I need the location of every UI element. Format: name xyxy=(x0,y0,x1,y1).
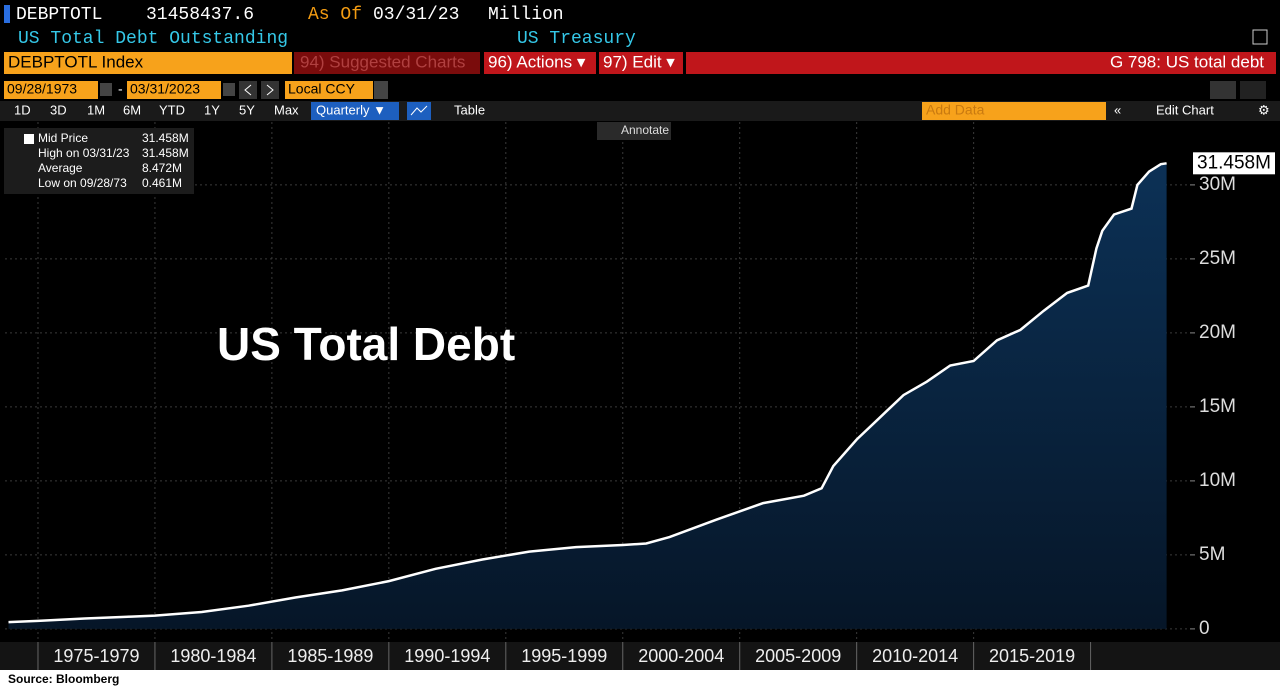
y-tick-label: 15M xyxy=(1199,396,1236,417)
annotate-button[interactable] xyxy=(597,122,671,140)
y-tick-label: 25M xyxy=(1199,248,1236,269)
last-value: 31458437.6 xyxy=(146,5,254,25)
footer-band xyxy=(0,670,1280,691)
y-tick-label: 30M xyxy=(1199,174,1236,195)
chart-type-button[interactable] xyxy=(407,102,431,120)
y-tick-label: 0 xyxy=(1199,618,1210,639)
legend-box xyxy=(4,128,194,194)
table-button[interactable]: Table xyxy=(454,102,485,117)
calendar-icon[interactable] xyxy=(223,83,235,96)
x-tick-label: 1980-1984 xyxy=(170,646,256,666)
period: Quarterly ▼ xyxy=(316,102,386,117)
chart-title: US Total Debt xyxy=(217,318,515,370)
as-of-date: 03/31/23 xyxy=(373,5,459,25)
range-button[interactable]: YTD xyxy=(159,102,185,117)
ticker: DEBPTOTL xyxy=(16,5,102,25)
legend-swatch xyxy=(24,134,34,144)
stat-value: 31.458M xyxy=(142,146,189,160)
description: US Total Debt Outstanding xyxy=(18,29,288,49)
stat-label: High on 03/31/23 xyxy=(38,146,130,160)
end-field[interactable] xyxy=(127,81,221,99)
x-tick-label: 2010-2014 xyxy=(872,646,958,666)
add-data: Add Data xyxy=(926,102,985,118)
footer: Source: Bloomberg xyxy=(8,672,119,686)
title-bar xyxy=(686,52,1276,74)
x-tick-label: 1995-1999 xyxy=(521,646,607,666)
edit: 97) Edit ▾ xyxy=(603,52,675,71)
range-button[interactable]: 6M xyxy=(123,102,141,117)
actions: 96) Actions ▾ xyxy=(488,52,586,71)
currency: Local CCY xyxy=(288,81,356,97)
source-name: US Treasury xyxy=(517,29,636,49)
end-date: 03/31/2023 xyxy=(130,81,200,97)
suggested: 94) Suggested Charts xyxy=(300,52,465,71)
line xyxy=(8,162,1167,624)
settings[interactable]: ⚙ xyxy=(1258,102,1270,117)
range-button[interactable]: Max xyxy=(274,102,299,117)
edit-chart[interactable]: Edit Chart xyxy=(1156,102,1214,117)
stat-value: 8.472M xyxy=(142,161,182,175)
stat-label: Mid Price xyxy=(38,131,88,145)
x-tick-label: 2000-2004 xyxy=(638,646,724,666)
unit: Million xyxy=(488,5,564,25)
x-tick-label: 1985-1989 xyxy=(287,646,373,666)
range-button[interactable]: 3D xyxy=(50,102,67,117)
prev-button[interactable] xyxy=(239,81,257,99)
stat-label: Average xyxy=(38,161,83,175)
redo[interactable] xyxy=(1240,81,1266,99)
edit-button[interactable] xyxy=(599,52,683,74)
range-button[interactable]: 5Y xyxy=(239,102,255,117)
security: DEBPTOTL Index xyxy=(8,52,144,71)
start-field[interactable] xyxy=(4,81,98,99)
y-tick-label: 5M xyxy=(1199,544,1225,565)
value-label: 31.458M xyxy=(1197,152,1271,173)
y-tick-label: 10M xyxy=(1199,470,1236,491)
x-tick-label: 1990-1994 xyxy=(404,646,490,666)
date-sep: - xyxy=(118,81,123,97)
stat-value: 31.458M xyxy=(142,131,189,145)
page-title: G 798: US total debt xyxy=(1110,52,1264,71)
collapse[interactable]: « xyxy=(1114,102,1121,117)
security-field[interactable] xyxy=(4,52,292,74)
annotate: Annotate xyxy=(621,123,669,137)
calendar-icon[interactable] xyxy=(100,83,112,96)
next-arrow xyxy=(266,84,274,96)
y-tick-label: 20M xyxy=(1199,322,1236,343)
actions-button[interactable] xyxy=(484,52,596,74)
range-button[interactable]: 1D xyxy=(14,102,31,117)
x-tick-label: 2005-2009 xyxy=(755,646,841,666)
x-tick-label: 1975-1979 xyxy=(53,646,139,666)
range-button[interactable]: 1M xyxy=(87,102,105,117)
x-tick-label: 2015-2019 xyxy=(989,646,1075,666)
marker xyxy=(4,5,10,23)
add-data-field[interactable] xyxy=(922,102,1106,120)
currency-dropdown[interactable] xyxy=(374,81,388,99)
value-label-box xyxy=(1193,152,1275,175)
popout-icon[interactable] xyxy=(1252,29,1268,45)
period-button[interactable] xyxy=(311,102,399,120)
currency-field[interactable] xyxy=(285,81,373,99)
suggested-button[interactable] xyxy=(294,52,480,74)
stat-value: 0.461M xyxy=(142,176,182,190)
undo[interactable] xyxy=(1210,81,1236,99)
as-of-label: As Of xyxy=(308,5,362,25)
area xyxy=(8,163,1167,629)
stat-label: Low on 09/28/73 xyxy=(38,176,127,190)
prev-arrow xyxy=(244,84,252,96)
start-date: 09/28/1973 xyxy=(7,81,77,97)
chart-type-icon xyxy=(410,105,428,116)
next-button[interactable] xyxy=(261,81,279,99)
range-button[interactable]: 1Y xyxy=(204,102,220,117)
x-axis-band xyxy=(0,642,1280,670)
